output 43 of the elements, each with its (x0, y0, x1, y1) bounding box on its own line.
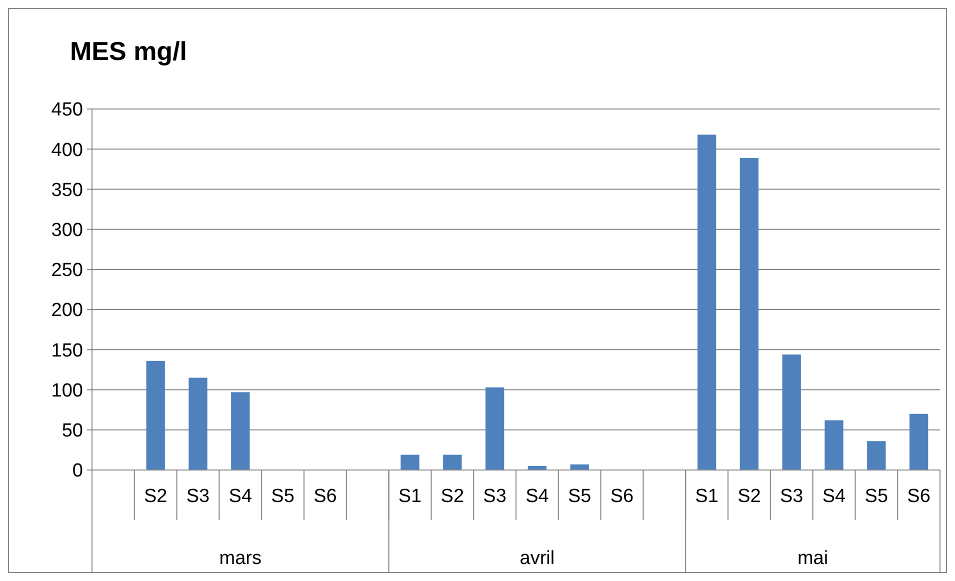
x-tick-label: S2 (144, 486, 168, 507)
x-tick-label: S4 (526, 486, 550, 507)
x-tick-label: S6 (907, 486, 930, 507)
bar (146, 360, 165, 470)
bar (867, 441, 886, 470)
x-tick-label: S3 (483, 486, 506, 507)
chart-title: MES mg/l (70, 36, 188, 66)
bar (485, 387, 504, 470)
bar (188, 378, 208, 470)
y-tick-label: 400 (51, 140, 83, 161)
text: avril (520, 548, 555, 569)
y-tick-label: 250 (51, 260, 83, 282)
text: mai (797, 548, 828, 569)
bar (231, 392, 250, 470)
x-tick-label: S2 (738, 486, 761, 507)
x-tick-label: S4 (228, 486, 252, 507)
y-tick-label: 300 (51, 220, 83, 241)
bar (824, 420, 844, 470)
bar (697, 134, 716, 470)
x-tick-label: S5 (271, 486, 294, 507)
x-tick-label: S5 (864, 486, 888, 507)
bar (443, 454, 462, 470)
bar (909, 414, 928, 470)
y-tick-label: 350 (51, 180, 83, 201)
x-tick-label: S2 (440, 486, 464, 507)
x-tick-label: S6 (610, 486, 634, 507)
text: mars (219, 548, 262, 569)
bar (400, 454, 420, 470)
y-tick-label: 0 (72, 460, 83, 482)
x-tick-label: S1 (695, 486, 718, 507)
x-tick-label: S3 (186, 486, 210, 507)
bar (782, 354, 801, 470)
x-tick-label: S1 (398, 486, 422, 507)
y-tick-label: 50 (62, 420, 83, 442)
x-tick-label: S6 (314, 486, 337, 507)
x-tick-label: S3 (780, 486, 804, 507)
x-tick-label: S4 (822, 486, 846, 507)
x-tick-label: S5 (568, 486, 592, 507)
y-tick-label: 100 (51, 380, 83, 402)
bar (740, 158, 759, 470)
y-tick-label: 150 (51, 340, 83, 362)
y-tick-label: 200 (51, 300, 83, 322)
y-tick-label: 450 (51, 100, 83, 121)
